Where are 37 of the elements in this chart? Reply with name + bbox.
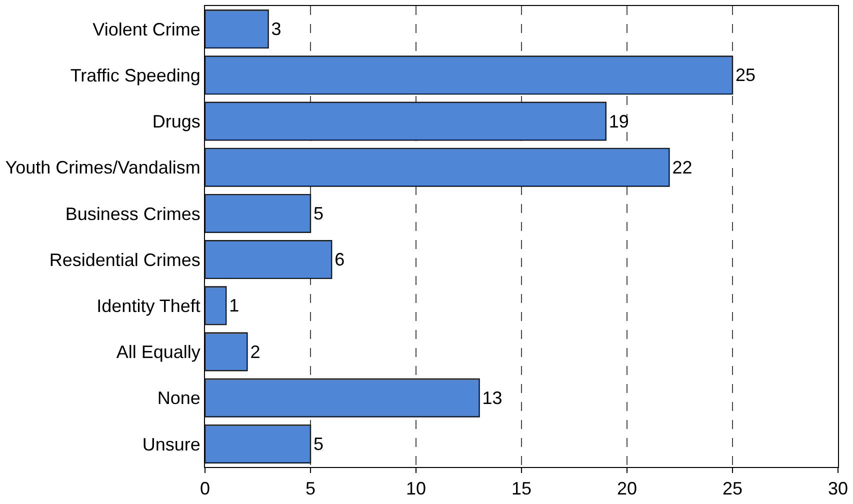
y-tick-label: Unsure <box>142 434 200 454</box>
data-label: 6 <box>334 250 345 270</box>
bar <box>205 286 227 326</box>
y-tick-label: Traffic Speeding <box>70 65 200 86</box>
bar <box>205 56 734 95</box>
x-tick-label: 20 <box>616 478 638 499</box>
data-label: 1 <box>229 296 240 316</box>
y-tick-label: Identity Theft <box>96 296 200 316</box>
bar <box>205 10 269 49</box>
x-tick-label: 10 <box>406 478 426 499</box>
data-label: 13 <box>482 388 502 408</box>
bar <box>205 102 606 141</box>
x-tick-label: 30 <box>828 478 848 499</box>
x-tick-label: 25 <box>722 478 743 499</box>
x-tick-label: 0 <box>200 478 210 499</box>
y-tick-label: All Equally <box>116 342 200 362</box>
data-label: 19 <box>608 111 629 132</box>
y-tick-label: Violent Crime <box>92 19 200 40</box>
x-tick-label: 5 <box>305 478 316 499</box>
bar <box>205 424 312 464</box>
bar <box>205 194 312 233</box>
data-label: 2 <box>250 342 260 362</box>
data-label: 25 <box>736 65 756 86</box>
bar <box>205 332 248 372</box>
y-tick-label: Youth Crimes/Vandalism <box>5 158 200 178</box>
data-label: 5 <box>314 434 324 454</box>
data-label: 5 <box>314 203 324 224</box>
bar <box>205 148 670 187</box>
data-label: 22 <box>672 157 692 178</box>
x-tick-label: 15 <box>511 478 532 499</box>
y-tick-label: Business Crimes <box>65 204 200 224</box>
y-tick-label: Residential Crimes <box>49 250 200 270</box>
y-tick-label: Drugs <box>152 112 200 132</box>
bar <box>205 240 332 280</box>
data-label: 3 <box>271 19 282 40</box>
y-tick-label: None <box>157 388 200 408</box>
bar <box>205 378 480 418</box>
